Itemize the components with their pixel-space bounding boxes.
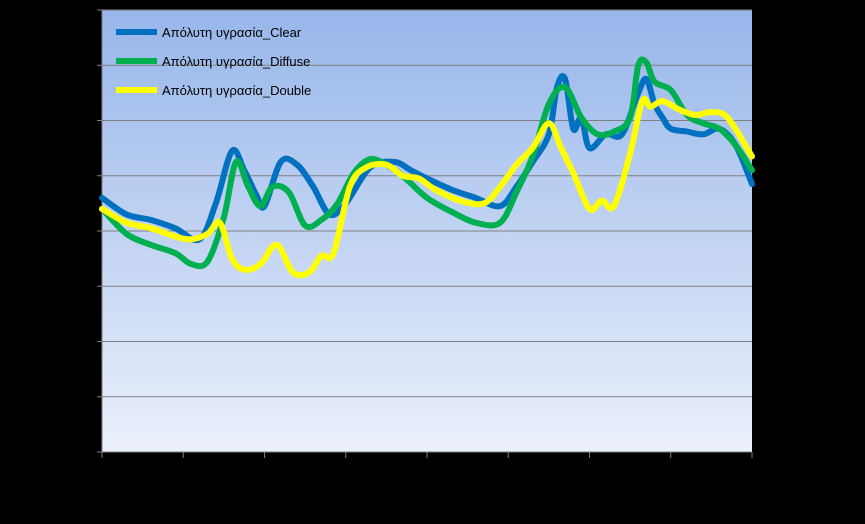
series-line-2 xyxy=(99,56,755,270)
legend-label-1: Απόλυτη υγρασία_Clear xyxy=(162,25,302,40)
legend-label-3: Απόλυτη υγρασία_Double xyxy=(162,83,311,98)
legend-label-2: Απόλυτη υγρασία_Diffuse xyxy=(162,54,310,69)
series-layer xyxy=(99,56,755,279)
axes xyxy=(97,9,753,458)
legend: Απόλυτη υγρασία_Clear Απόλυτη υγρασία_Dif… xyxy=(116,25,311,98)
series-line-3 xyxy=(99,95,755,279)
